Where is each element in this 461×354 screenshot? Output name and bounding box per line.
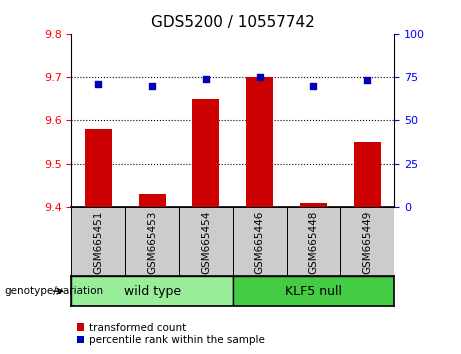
Text: GSM665449: GSM665449	[362, 211, 372, 274]
Bar	[300, 203, 327, 207]
Bar	[85, 129, 112, 207]
Point	[310, 83, 317, 88]
Legend: transformed count, percentile rank within the sample: transformed count, percentile rank withi…	[77, 322, 265, 345]
Text: GSM665451: GSM665451	[93, 211, 103, 274]
Text: wild type: wild type	[124, 285, 181, 298]
Bar	[71, 207, 125, 276]
Bar	[139, 194, 165, 207]
Text: GSM665448: GSM665448	[308, 211, 319, 274]
Bar	[287, 207, 340, 276]
Text: GSM665454: GSM665454	[201, 211, 211, 274]
Bar	[233, 276, 394, 306]
Point	[202, 76, 210, 81]
Text: genotype/variation: genotype/variation	[5, 286, 104, 296]
Point	[148, 83, 156, 88]
Bar	[193, 99, 219, 207]
Title: GDS5200 / 10557742: GDS5200 / 10557742	[151, 15, 315, 30]
Text: GSM665446: GSM665446	[254, 211, 265, 274]
Bar	[233, 207, 287, 276]
Text: KLF5 null: KLF5 null	[285, 285, 342, 298]
Bar	[125, 207, 179, 276]
Point	[364, 78, 371, 83]
Point	[256, 74, 263, 80]
Bar	[179, 207, 233, 276]
Point	[95, 81, 102, 87]
Bar	[354, 142, 381, 207]
Text: GSM665453: GSM665453	[147, 211, 157, 274]
Bar	[340, 207, 394, 276]
Bar	[71, 276, 233, 306]
Bar	[246, 77, 273, 207]
